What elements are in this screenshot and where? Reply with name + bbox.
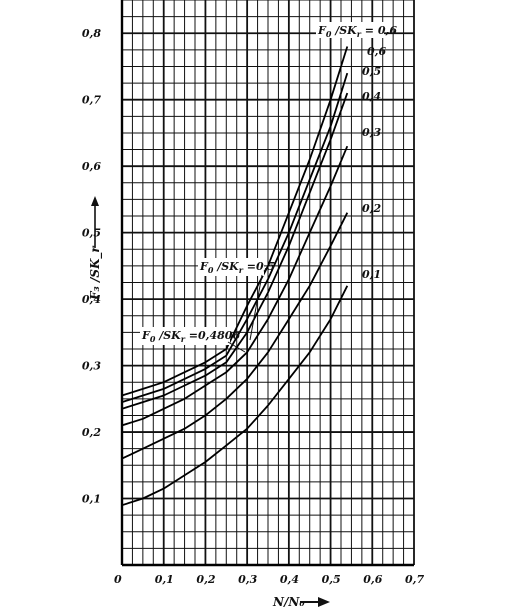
annotation-box-0-6 xyxy=(316,22,384,38)
y-tick-label: 0,8 xyxy=(82,27,101,40)
x-tick-label: 0 xyxy=(114,573,122,586)
annotation-box-0-5 xyxy=(198,258,264,276)
y-tick-label: 0,6 xyxy=(82,160,101,173)
axes xyxy=(120,0,414,567)
tick-labels: 0 0,1 0,2 0,3 0,4 0,5 0,6 0,7 0,1 0,2 0,3 0,4 0,5 0,6… xyxy=(82,27,425,586)
curve-label-0-6: 0,6 xyxy=(367,45,386,58)
series-line-0-1 xyxy=(121,285,349,507)
x-tick-label: 0,1 xyxy=(155,573,174,586)
curve-label-0-2: 0,2 xyxy=(362,202,381,215)
annotation-0-4806-leader xyxy=(227,341,246,353)
y-tick-label: 0,7 xyxy=(82,94,101,107)
series-line-0-5 xyxy=(121,72,349,403)
series-line-0-3 xyxy=(121,145,349,427)
x-tick-label: 0,7 xyxy=(405,573,424,586)
curve-label-0-1: 0,1 xyxy=(362,268,381,281)
annotation-0-5: F0 /SKr =0,5 xyxy=(199,260,275,275)
series-line-0-4 xyxy=(121,92,349,410)
x-tick-label: 0,6 xyxy=(363,573,382,586)
series-line-0-6 xyxy=(121,46,349,397)
annotation-0-5-leader xyxy=(249,274,263,341)
x-tick-label: 0,5 xyxy=(322,573,341,586)
y-axis-arrow-icon xyxy=(91,196,99,248)
y-tick-label: 0,5 xyxy=(82,227,101,240)
x-tick-label: 0,3 xyxy=(238,573,257,586)
y-axis-title: F₃ /SK_r xyxy=(88,245,103,301)
y-tick-label: 0,4 xyxy=(82,293,101,306)
curve-label-0-3: 0,3 xyxy=(362,126,381,139)
x-tick-label: 0,2 xyxy=(196,573,215,586)
x-axis-title: N/N₀ xyxy=(272,595,305,609)
series-line-0-2 xyxy=(121,212,349,460)
y-tick-label: 0,1 xyxy=(82,493,101,506)
y-tick-label: 0,3 xyxy=(82,360,101,373)
x-axis-arrow-icon xyxy=(300,597,330,607)
curve-label-0-4: 0,4 xyxy=(362,90,381,103)
annotation-0-4806: F0 /SKr =0,4806 xyxy=(141,329,240,344)
grid xyxy=(121,0,415,566)
y-tick-label: 0,2 xyxy=(82,426,101,439)
annotation-0-6: F0 /SKr = 0,6 xyxy=(317,24,397,39)
annotation-box-0-4806 xyxy=(140,327,230,345)
curve-label-0-5: 0,5 xyxy=(362,65,381,78)
x-tick-label: 0,4 xyxy=(280,573,299,586)
